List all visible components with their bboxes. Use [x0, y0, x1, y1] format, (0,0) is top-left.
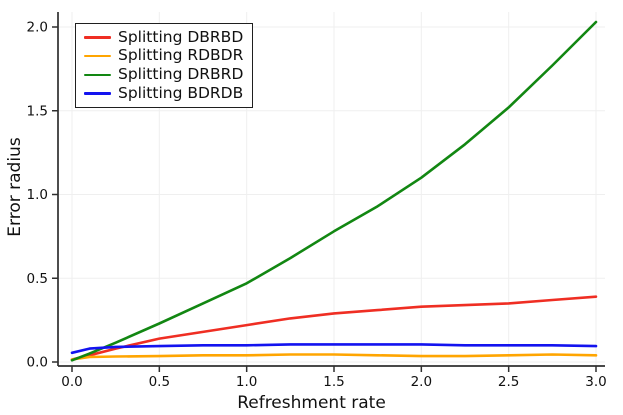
- legend-line-sample: [84, 54, 111, 58]
- legend-item: Splitting DBRBD: [84, 29, 252, 46]
- legend-item: Splitting BDRDB: [84, 85, 252, 102]
- x-tick-label: 0.0: [61, 374, 82, 390]
- y-tick-label: 2.0: [27, 20, 48, 36]
- legend-item: Splitting DRBRD: [84, 66, 252, 83]
- legend-line-sample: [84, 73, 111, 77]
- legend: Splitting DBRBD Splitting RDBDR Splittin…: [75, 23, 253, 108]
- legend-line-sample: [84, 92, 111, 95]
- y-tick-label: 1.5: [27, 103, 48, 119]
- x-tick-label: 2.0: [411, 374, 432, 390]
- x-tick-label: 1.0: [236, 374, 257, 390]
- legend-item-label: Splitting DBRBD: [118, 27, 244, 46]
- series-line-2: [70, 353, 598, 361]
- y-tick-label: 0.5: [27, 271, 48, 287]
- legend-item-label: Splitting DRBRD: [118, 65, 244, 84]
- series-line-3: [70, 20, 598, 362]
- y-tick-label: 1.0: [27, 187, 48, 203]
- legend-item-label: Splitting BDRDB: [118, 83, 244, 102]
- legend-item: Splitting RDBDR: [84, 48, 252, 65]
- x-tick-label: 2.5: [498, 374, 519, 390]
- series-line-4: [70, 343, 598, 355]
- y-axis-label: Error radius: [5, 137, 25, 237]
- x-tick-label: 3.0: [585, 374, 606, 390]
- x-tick-label: 1.5: [323, 374, 344, 390]
- x-axis-label: Refreshment rate: [237, 393, 386, 413]
- x-tick-label: 0.5: [149, 374, 170, 390]
- legend-line-sample: [84, 36, 111, 39]
- legend-item-label: Splitting RDBDR: [118, 46, 244, 65]
- y-tick-label: 0.0: [27, 355, 48, 371]
